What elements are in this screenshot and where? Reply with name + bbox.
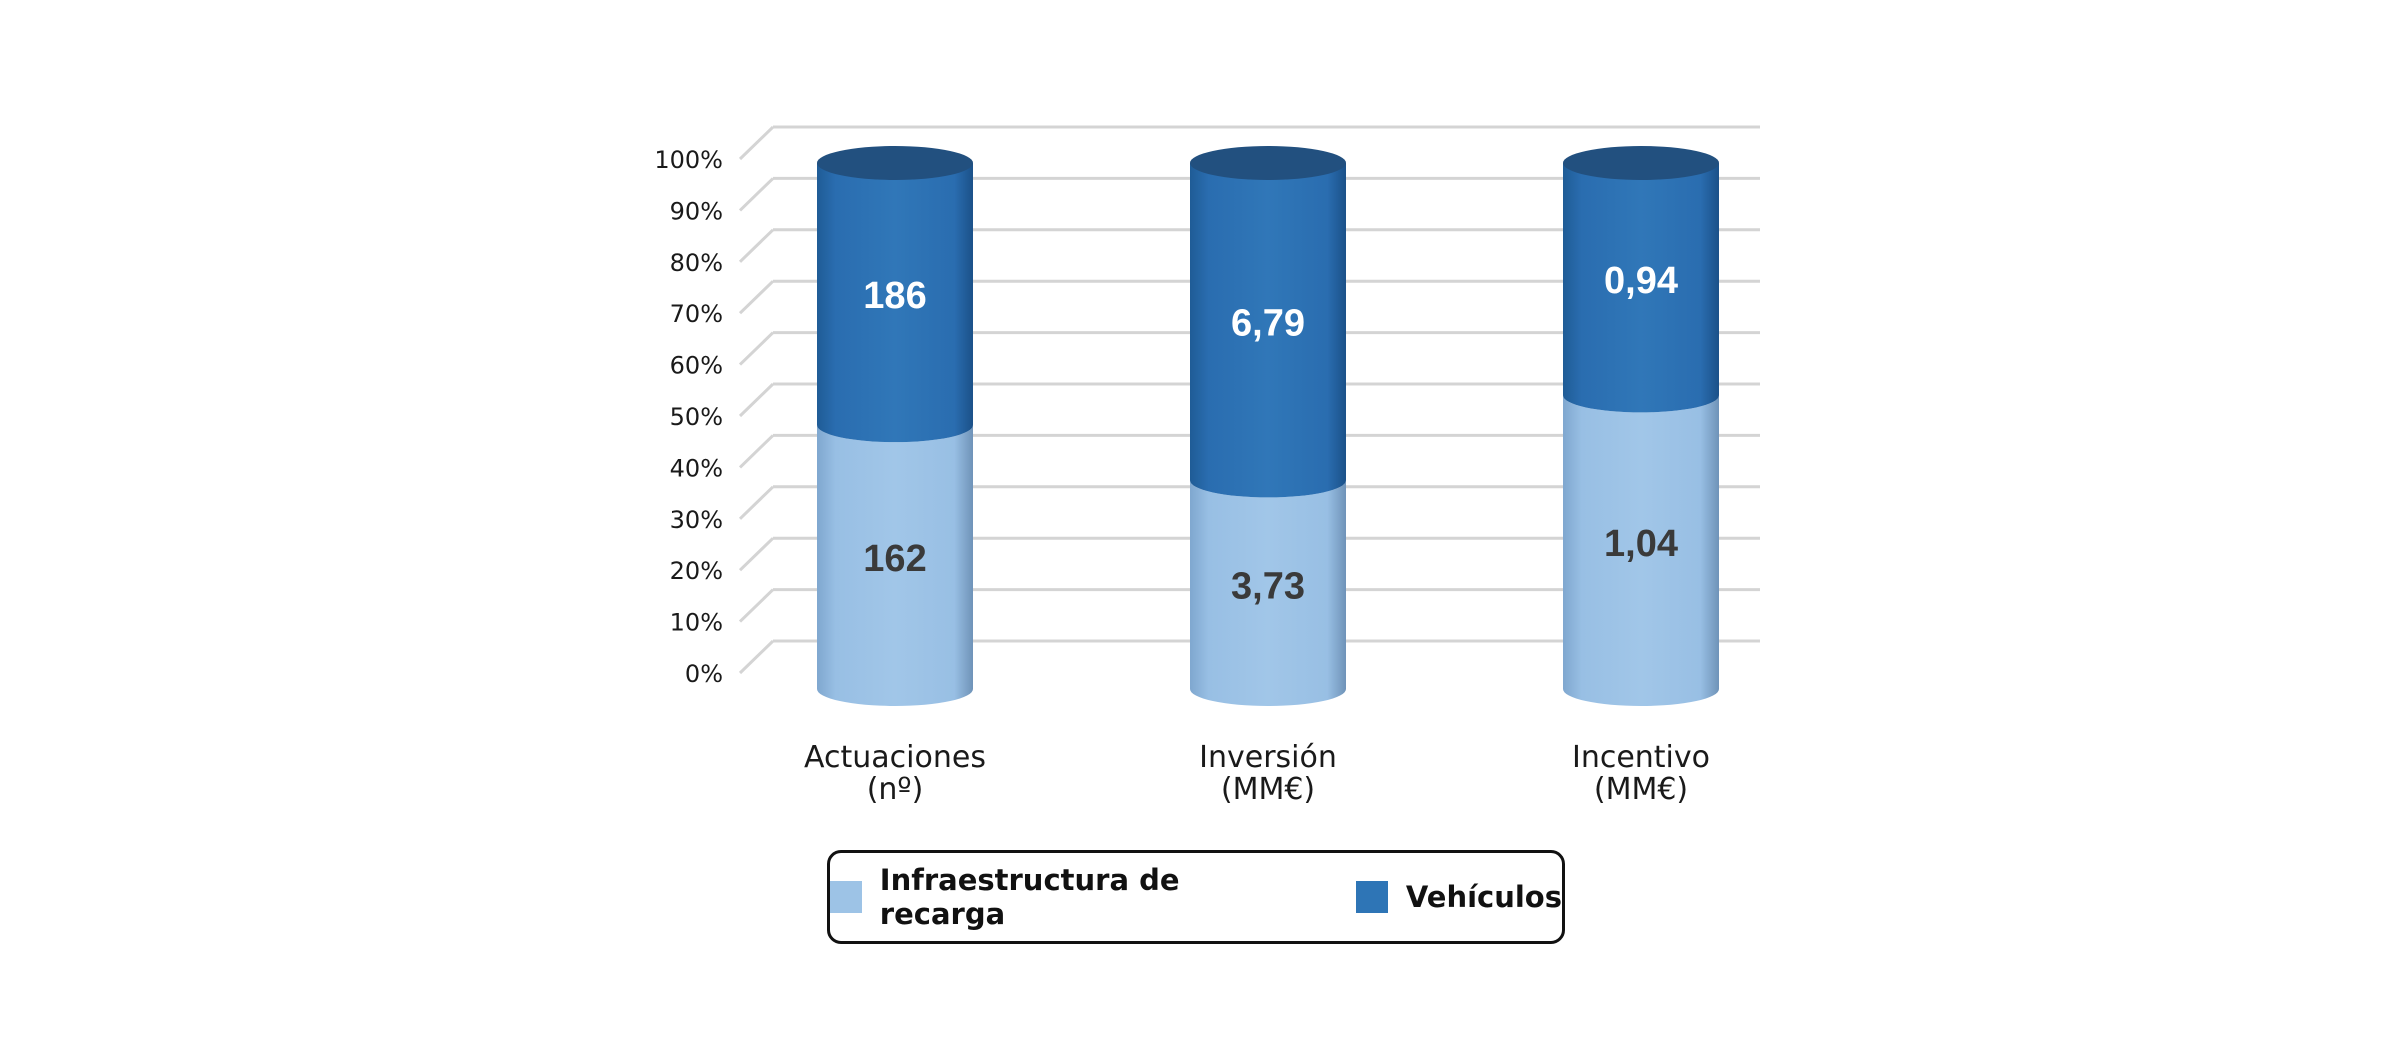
x-tick-label: Actuaciones bbox=[804, 740, 986, 775]
y-tick-label: 10% bbox=[670, 609, 723, 637]
y-tick-label: 30% bbox=[670, 506, 723, 534]
legend: Infraestructura de recarga Vehículos bbox=[827, 850, 1565, 944]
y-tick-label: 60% bbox=[670, 352, 723, 380]
bar-vehiculos bbox=[1563, 163, 1719, 413]
gridline-diagonal bbox=[738, 639, 775, 675]
bar-cap bbox=[1563, 146, 1719, 180]
legend-swatch-infraestructura bbox=[830, 881, 862, 913]
data-label-vehiculos: 6,79 bbox=[1231, 303, 1305, 345]
gridline-diagonal bbox=[738, 125, 775, 161]
y-tick-label: 20% bbox=[670, 557, 723, 585]
gridline-diagonal bbox=[738, 588, 775, 623]
x-tick-label: (MM€) bbox=[1594, 772, 1688, 807]
gridline-diagonal bbox=[738, 537, 775, 572]
bar-vehiculos bbox=[817, 163, 973, 443]
legend-label-infraestructura: Infraestructura de recarga bbox=[879, 863, 1180, 931]
bars: 186 162 6,79 3,73 0,94 1,04 bbox=[817, 146, 1719, 706]
x-axis: Actuaciones(nº)Inversión(MM€)Incentivo(M… bbox=[804, 740, 1710, 807]
gridline-diagonal bbox=[738, 382, 775, 418]
y-tick-label: 50% bbox=[670, 403, 723, 431]
gridline-diagonal bbox=[738, 331, 775, 366]
legend-item-infraestructura: Infraestructura de recarga bbox=[830, 863, 1312, 931]
y-axis: 0% 10% 20% 30% 40% 50% 60% 70% 80% 90% 100% bbox=[654, 146, 723, 688]
gridline-diagonal bbox=[738, 485, 775, 520]
data-label-vehiculos: 0,94 bbox=[1604, 260, 1678, 302]
y-tick-label: 80% bbox=[670, 249, 723, 277]
bar-cap bbox=[1190, 146, 1346, 180]
bar-cap bbox=[817, 146, 973, 180]
bar-infraestructura bbox=[1190, 480, 1346, 706]
gridline-diagonal bbox=[738, 280, 775, 315]
y-tick-label: 40% bbox=[670, 454, 723, 482]
legend-label-vehiculos: Vehículos bbox=[1405, 880, 1562, 914]
bar-infraestructura bbox=[817, 425, 973, 706]
gridline-diagonal bbox=[738, 434, 775, 469]
y-tick-label: 100% bbox=[654, 146, 723, 174]
data-label-infraestructura: 1,04 bbox=[1604, 523, 1678, 565]
legend-swatch-vehiculos bbox=[1355, 881, 1388, 913]
bar-vehiculos bbox=[1190, 163, 1346, 498]
gridline-diagonal bbox=[738, 177, 775, 212]
x-tick-label: Inversión bbox=[1199, 740, 1337, 775]
data-label-infraestructura: 3,73 bbox=[1231, 566, 1305, 608]
y-tick-label: 90% bbox=[670, 197, 723, 225]
y-tick-label: 0% bbox=[685, 660, 723, 688]
legend-item-vehiculos: Vehículos bbox=[1355, 880, 1562, 914]
data-label-vehiculos: 186 bbox=[863, 275, 926, 317]
bar-infraestructura bbox=[1563, 395, 1719, 706]
data-label-infraestructura: 162 bbox=[863, 538, 926, 580]
x-tick-label: (nº) bbox=[867, 772, 924, 807]
gridline-diagonal bbox=[738, 228, 775, 263]
x-tick-label: (MM€) bbox=[1221, 772, 1315, 807]
x-tick-label: Incentivo bbox=[1572, 740, 1710, 775]
y-tick-label: 70% bbox=[670, 300, 723, 328]
